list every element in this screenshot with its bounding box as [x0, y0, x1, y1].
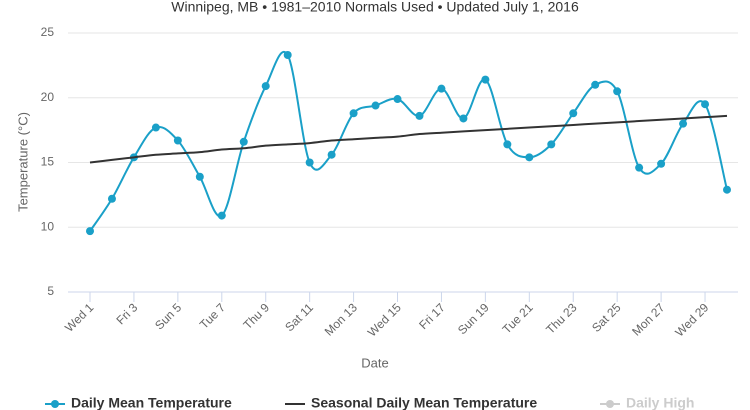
series-line — [89, 51, 728, 232]
point — [173, 136, 182, 145]
point — [327, 150, 336, 159]
point — [371, 101, 380, 110]
legend-label: Seasonal Daily Mean Temperature — [311, 395, 537, 410]
y-tick-label: 15 — [41, 155, 55, 169]
y-tick-label: 10 — [41, 219, 55, 233]
y-axis-label: Temperature (°C) — [15, 112, 30, 212]
x-tick-label: Mon 27 — [629, 300, 667, 338]
x-axis-label: Date — [361, 355, 388, 370]
point — [239, 137, 248, 146]
x-tick-label: Tue 7 — [197, 300, 229, 332]
point — [151, 123, 160, 132]
point — [349, 109, 358, 118]
point — [393, 95, 402, 104]
point — [503, 140, 512, 149]
x-tick-label: Tue 21 — [500, 300, 536, 336]
x-tick-label: Sat 25 — [589, 300, 624, 335]
point — [679, 119, 688, 128]
x-tick-label: Thu 9 — [240, 300, 272, 332]
y-tick-label: 5 — [47, 284, 54, 298]
y-tick-label: 20 — [41, 90, 55, 104]
point — [261, 82, 270, 91]
x-tick-label: Sun 5 — [152, 300, 184, 332]
point — [701, 100, 710, 109]
x-tick-label: Mon 13 — [322, 300, 360, 338]
point — [195, 172, 204, 181]
point — [635, 163, 644, 172]
x-tick-label: Fri 3 — [113, 300, 140, 327]
point — [86, 227, 94, 236]
y-tick-label: 25 — [41, 25, 55, 39]
point — [415, 111, 424, 120]
legend-label: Daily Mean Temperature — [71, 395, 232, 410]
point — [283, 51, 292, 60]
x-tick-label: Thu 23 — [543, 300, 580, 337]
point — [525, 153, 534, 162]
point — [107, 194, 116, 203]
x-tick-label: Wed 29 — [672, 300, 711, 339]
series-line — [89, 114, 728, 164]
point — [591, 80, 600, 89]
x-tick-label: Sun 19 — [455, 300, 492, 337]
legend-marker — [606, 400, 614, 408]
x-tick-label: Wed 1 — [62, 300, 97, 335]
point — [723, 185, 731, 194]
point — [459, 114, 468, 123]
legend-marker — [51, 400, 59, 408]
point — [437, 84, 446, 93]
x-tick-label: Wed 15 — [365, 300, 404, 339]
x-tick-label: Fri 17 — [416, 300, 448, 332]
point — [217, 211, 226, 220]
point — [547, 140, 556, 149]
point — [657, 159, 666, 168]
point — [569, 109, 578, 118]
legend-label: Daily High — [626, 395, 694, 410]
point — [481, 75, 490, 84]
point — [305, 158, 314, 167]
chart-title: Winnipeg, MB • 1981–2010 Normals Used • … — [171, 0, 579, 15]
x-tick-label: Sat 11 — [282, 300, 316, 334]
point — [613, 87, 622, 96]
